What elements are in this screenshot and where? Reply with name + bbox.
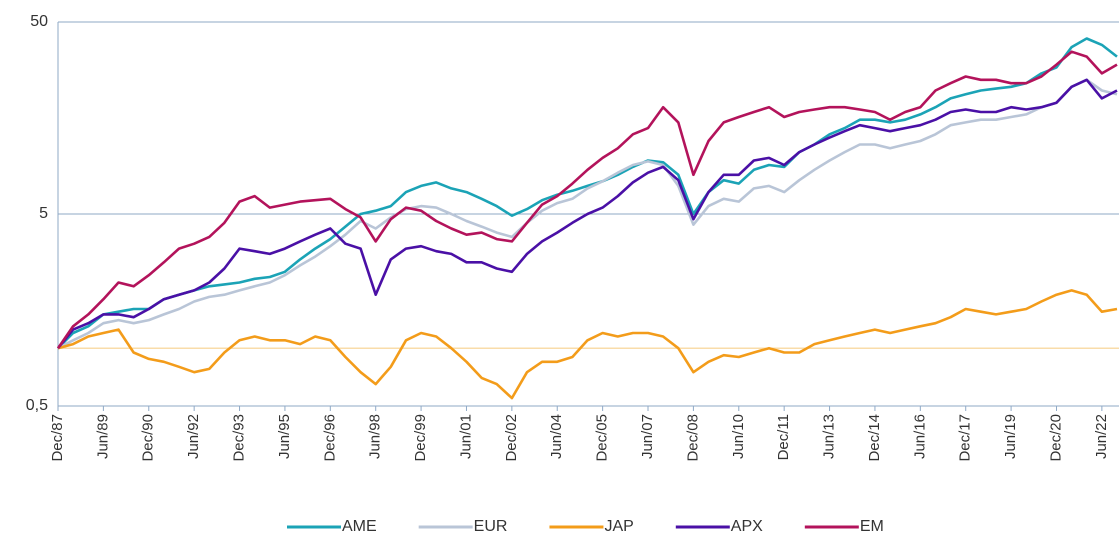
x-tick-label: Dec/96 <box>321 414 338 462</box>
x-tick-label: Dec/87 <box>49 414 66 462</box>
x-tick-label: Dec/08 <box>684 414 701 462</box>
legend-label: EUR <box>474 518 508 535</box>
x-tick-label: Jun/04 <box>548 414 565 459</box>
x-tick-label: Dec/02 <box>503 414 520 462</box>
x-tick-label: Jun/98 <box>367 414 384 459</box>
y-tick-label: 0,5 <box>26 397 48 414</box>
legend-label: APX <box>731 518 763 535</box>
y-tick-label: 50 <box>30 13 48 30</box>
x-tick-label: Jun/95 <box>276 414 293 459</box>
x-tick-label: Dec/20 <box>1047 414 1064 462</box>
x-tick-label: Jun/89 <box>94 414 111 459</box>
x-tick-label: Jun/19 <box>1002 414 1019 459</box>
x-tick-label: Jun/22 <box>1093 414 1110 459</box>
legend-label: JAP <box>604 518 633 535</box>
x-tick-label: Jun/16 <box>911 414 928 459</box>
x-tick-label: Dec/17 <box>957 414 974 462</box>
legend-label: AME <box>342 518 377 535</box>
x-tick-label: Jun/92 <box>185 414 202 459</box>
x-tick-label: Dec/05 <box>594 414 611 462</box>
x-tick-label: Jun/13 <box>821 414 838 459</box>
x-tick-label: Dec/14 <box>866 414 883 462</box>
series-line <box>56 50 1118 349</box>
x-tick-label: Dec/11 <box>775 414 792 460</box>
x-tick-label: Dec/93 <box>231 414 248 462</box>
series-line <box>57 78 1118 350</box>
x-tick-label: Jun/07 <box>639 414 656 459</box>
x-tick-label: Jun/10 <box>730 414 747 459</box>
legend-label: EM <box>860 518 884 535</box>
y-tick-label: 5 <box>39 205 48 222</box>
series-line <box>56 78 1118 350</box>
x-tick-label: Jun/01 <box>457 414 474 459</box>
series-line <box>57 289 1118 400</box>
x-tick-label: Dec/90 <box>140 414 157 462</box>
x-tick-label: Dec/99 <box>412 414 429 462</box>
series-line <box>57 37 1118 350</box>
